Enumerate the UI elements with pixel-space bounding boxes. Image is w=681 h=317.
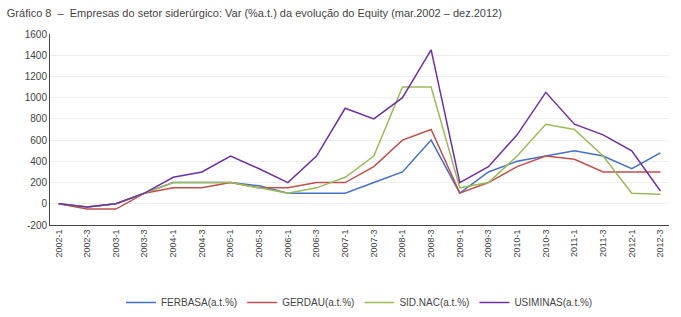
svg-text:2009-1: 2009-1 [455, 230, 465, 258]
svg-text:FERBASA(a.t.%): FERBASA(a.t.%) [161, 297, 237, 308]
svg-text:SID.NAC(a.t.%): SID.NAC(a.t.%) [399, 297, 469, 308]
svg-text:2012-1: 2012-1 [627, 230, 637, 258]
svg-text:2006-1: 2006-1 [283, 230, 293, 258]
svg-text:2011-3: 2011-3 [598, 230, 608, 257]
svg-text:2003-3: 2003-3 [139, 230, 149, 258]
svg-text:2011-1: 2011-1 [569, 230, 579, 257]
svg-text:2005-3: 2005-3 [254, 230, 264, 258]
svg-text:Gráfico 8 – Empresas do seto: Gráfico 8 – Empresas do setor siderúrgic… [7, 7, 502, 19]
svg-text:600: 600 [30, 135, 47, 146]
svg-text:2003-1: 2003-1 [111, 230, 121, 258]
svg-text:1400: 1400 [25, 50, 48, 61]
svg-text:GERDAU(a.t.%): GERDAU(a.t.%) [282, 297, 354, 308]
svg-text:2007-1: 2007-1 [340, 230, 350, 258]
svg-text:2002-1: 2002-1 [54, 230, 64, 258]
svg-text:1600: 1600 [25, 29, 48, 40]
svg-text:2008-1: 2008-1 [397, 230, 407, 258]
svg-text:2004-3: 2004-3 [197, 230, 207, 258]
svg-text:2002-3: 2002-3 [82, 230, 92, 258]
svg-text:2009-3: 2009-3 [483, 230, 493, 258]
svg-text:200: 200 [30, 177, 47, 188]
svg-text:2010-3: 2010-3 [541, 230, 551, 258]
svg-text:2012-3: 2012-3 [655, 230, 665, 258]
svg-text:800: 800 [30, 113, 47, 124]
svg-text:2005-1: 2005-1 [225, 230, 235, 258]
svg-text:-200: -200 [27, 220, 47, 231]
svg-text:2010-1: 2010-1 [512, 230, 522, 258]
svg-text:2004-1: 2004-1 [168, 230, 178, 258]
svg-text:1000: 1000 [25, 92, 48, 103]
svg-text:2006-3: 2006-3 [311, 230, 321, 258]
svg-text:2007-3: 2007-3 [369, 230, 379, 258]
svg-text:2008-3: 2008-3 [426, 230, 436, 258]
svg-text:0: 0 [41, 198, 47, 209]
svg-text:USIMINAS(a.t.%): USIMINAS(a.t.%) [514, 297, 592, 308]
svg-text:400: 400 [30, 156, 47, 167]
svg-text:1200: 1200 [25, 71, 48, 82]
